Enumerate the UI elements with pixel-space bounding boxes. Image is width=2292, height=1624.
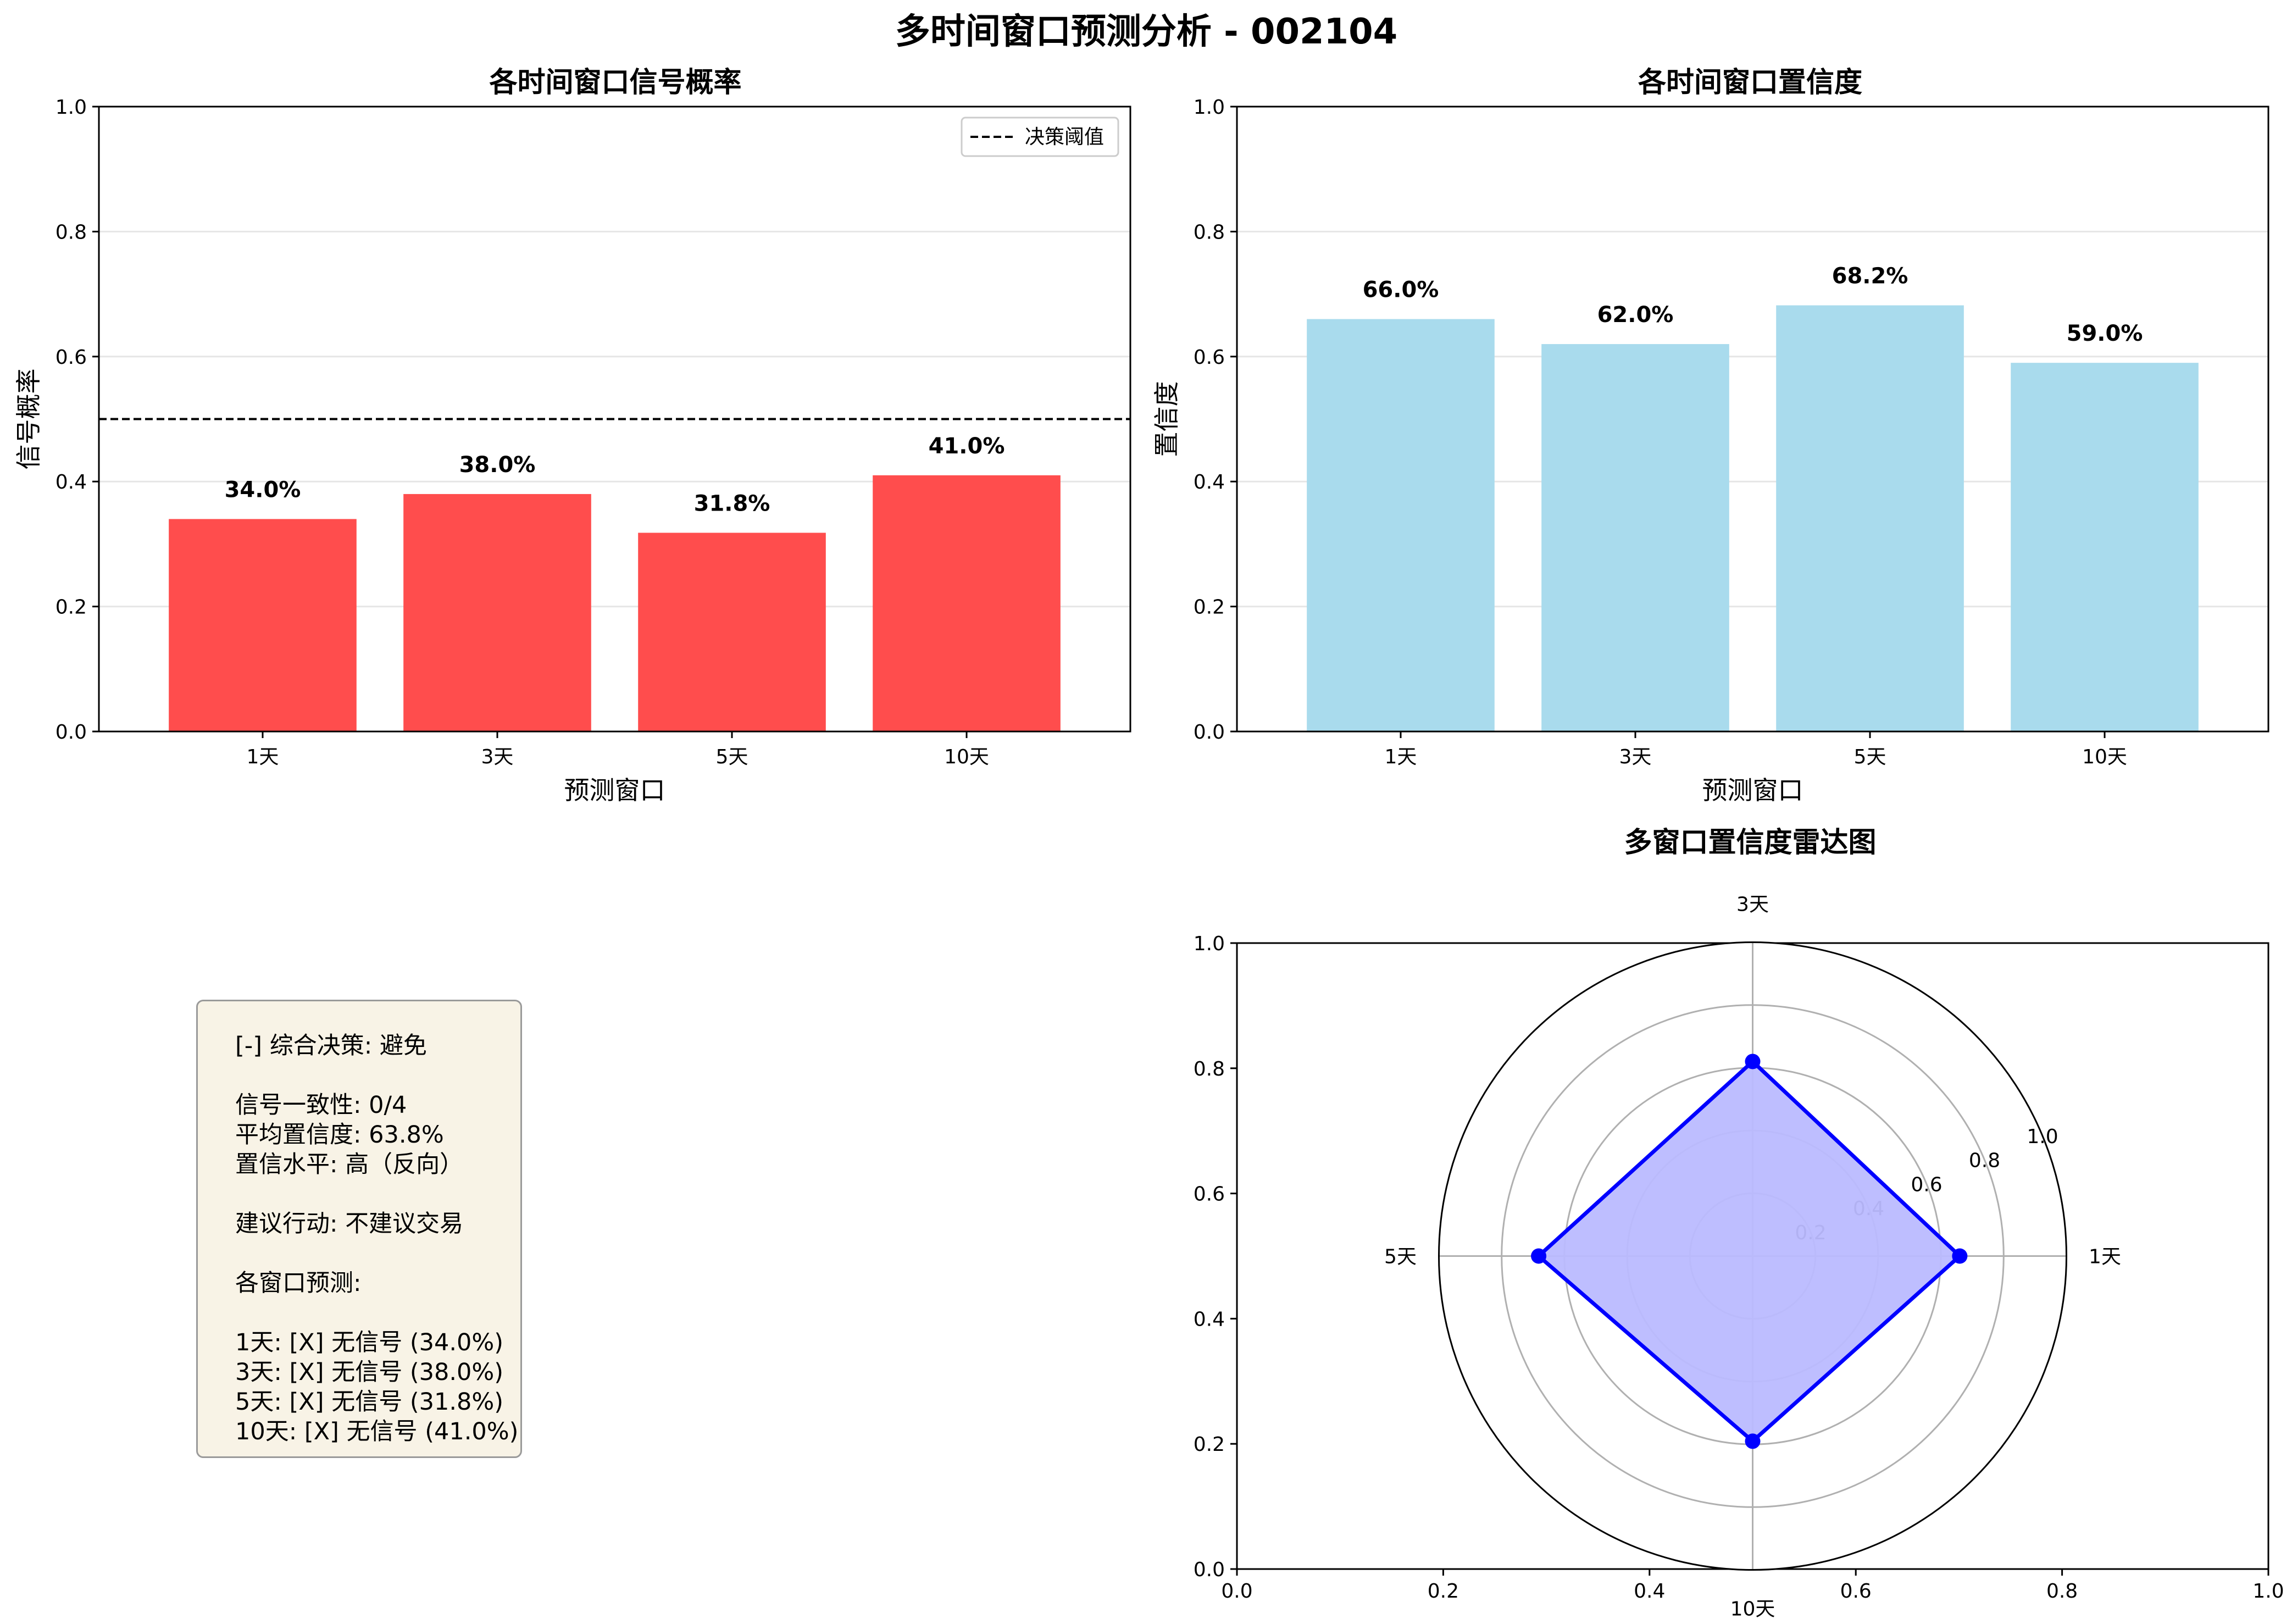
threshold-legend: 决策阈值: [961, 117, 1119, 157]
prob-bar-4: [873, 475, 1061, 731]
radar-point-2: [1745, 1054, 1761, 1069]
radar-frame-ytick-label: 0.8: [1194, 1058, 1225, 1080]
conf-bar-1: [1307, 319, 1495, 731]
summary-window-10d: 10天: [X] 无信号 (41.0%): [235, 1418, 519, 1445]
signal-probability-title: 各时间窗口信号概率: [489, 66, 741, 99]
radar-rtick-label: 0.8: [1969, 1150, 2000, 1172]
conf-bar-label: 66.0%: [1363, 278, 1439, 303]
prob-ytick-label: 0.0: [56, 721, 87, 744]
radar-rtick-label: 0.6: [1911, 1173, 1942, 1196]
legend-threshold-label: 决策阈值: [1025, 126, 1104, 148]
radar-axis-label: 10天: [1730, 1598, 1775, 1621]
confidence-radar-chart: 多窗口置信度雷达图 0.0 0.2 0.4 0.6 0.8 1.0 0.0 0.2 0.4 0.6…: [1194, 827, 2284, 1621]
radar-frame-xtick-label: 0.2: [1428, 1580, 1459, 1603]
signal-probability-plot-frame: [98, 106, 1131, 733]
conf-bar-4: [2011, 363, 2199, 731]
summary-action: 建议行动: 不建议交易: [235, 1210, 464, 1238]
prob-bar-3: [638, 533, 826, 731]
prob-xtick-label: 1天: [247, 746, 279, 768]
conf-bar-label: 68.2%: [1832, 264, 1908, 289]
signal-probability-xlabel: 预测窗口: [564, 775, 665, 805]
legend-box: [961, 117, 1119, 157]
conf-bar-label: 62.0%: [1597, 302, 1674, 328]
confidence-ylabel: 置信度: [1152, 381, 1181, 457]
prob-xtick-label: 5天: [716, 746, 748, 768]
prob-bar-label: 31.8%: [694, 491, 770, 516]
prob-bar-label: 41.0%: [929, 434, 1005, 459]
radar-axis-label: 1天: [2089, 1246, 2121, 1268]
summary-consistency: 信号一致性: 0/4: [235, 1091, 407, 1119]
radar-frame-xtick-label: 1.0: [2252, 1580, 2284, 1603]
summary-box: [-] 综合决策: 避免 信号一致性: 0/4 平均置信度: 63.8% 置信水平: …: [196, 1000, 522, 1458]
radar-point-3: [1531, 1248, 1547, 1264]
prob-ytick-label: 0.4: [56, 471, 87, 494]
radar-frame-xtick-label: 0.6: [1840, 1580, 1872, 1603]
radar-outer-circle: [1438, 941, 2067, 1571]
radar-frame-xtick-label: 0.4: [1634, 1580, 1665, 1603]
prob-bar-2: [403, 494, 591, 731]
conf-ytick-label: 0.6: [1194, 346, 1225, 369]
confidence-plot-frame: [1236, 106, 2269, 733]
figure-title: 多时间窗口预测分析 - 002104: [895, 12, 1397, 52]
summary-window-1d: 1天: [X] 无信号 (34.0%): [235, 1329, 504, 1356]
summary-window-3d: 3天: [X] 无信号 (38.0%): [235, 1359, 504, 1386]
confidence-xlabel: 预测窗口: [1702, 775, 1803, 805]
prob-bar-label: 38.0%: [459, 452, 536, 478]
conf-ytick-label: 0.0: [1194, 721, 1225, 744]
conf-ytick-label: 1.0: [1194, 96, 1225, 119]
conf-ytick-label: 0.8: [1194, 221, 1225, 243]
conf-ytick-label: 0.4: [1194, 471, 1225, 494]
radar-point-1: [1952, 1248, 1968, 1264]
conf-bar-2: [1541, 344, 1729, 731]
confidence-title: 各时间窗口置信度: [1638, 66, 1862, 99]
summary-window-5d: 5天: [X] 无信号 (31.8%): [235, 1388, 504, 1416]
radar-frame-ytick-label: 0.2: [1194, 1433, 1225, 1456]
radar-frame-xtick-label: 0.0: [1221, 1580, 1252, 1603]
radar-frame-xtick-label: 0.8: [2046, 1580, 2078, 1603]
radar-axis-label: 3天: [1736, 894, 1769, 916]
conf-ytick-label: 0.2: [1194, 596, 1225, 619]
prob-bar-1: [169, 519, 357, 731]
radar-frame-ytick-label: 0.6: [1194, 1183, 1225, 1206]
conf-xtick-label: 1天: [1385, 746, 1417, 768]
prob-ytick-label: 0.8: [56, 221, 87, 243]
signal-probability-ylabel: 信号概率: [14, 369, 43, 470]
signal-probability-chart: 各时间窗口信号概率 34.0% 38.0% 31.8% 41.0% 0.0 0.2 0.4…: [14, 66, 1131, 805]
conf-xtick-label: 3天: [1619, 746, 1652, 768]
summary-avg-confidence: 平均置信度: 63.8%: [235, 1121, 444, 1149]
summary-window-header: 各窗口预测:: [235, 1270, 362, 1297]
confidence-chart: 各时间窗口置信度 66.0% 62.0% 68.2% 59.0% 0.0 0.2 0.4 0…: [1152, 66, 2269, 805]
prob-ytick-label: 0.2: [56, 596, 87, 619]
prob-ytick-label: 1.0: [56, 96, 87, 119]
radar-axis-label: 5天: [1384, 1246, 1417, 1268]
radar-frame-ytick-label: 0.0: [1194, 1559, 1225, 1581]
conf-bar-label: 59.0%: [2067, 321, 2143, 346]
radar-frame-ytick-label: 1.0: [1194, 933, 1225, 955]
conf-xtick-label: 10天: [2082, 746, 2127, 768]
summary-decision: [-] 综合决策: 避免: [235, 1032, 427, 1060]
prob-xtick-label: 3天: [481, 746, 514, 768]
conf-xtick-label: 5天: [1854, 746, 1886, 768]
conf-bar-3: [1776, 305, 1964, 731]
radar-point-4: [1745, 1433, 1761, 1449]
radar-title: 多窗口置信度雷达图: [1624, 827, 1876, 859]
prob-xtick-label: 10天: [944, 746, 989, 768]
radar-rtick-label: 1.0: [2027, 1126, 2058, 1148]
radar-frame-ytick-label: 0.4: [1194, 1308, 1225, 1331]
summary-confidence-level: 置信水平: 高（反向）: [235, 1151, 464, 1178]
prob-bar-label: 34.0%: [225, 477, 301, 502]
prob-ytick-label: 0.6: [56, 346, 87, 369]
